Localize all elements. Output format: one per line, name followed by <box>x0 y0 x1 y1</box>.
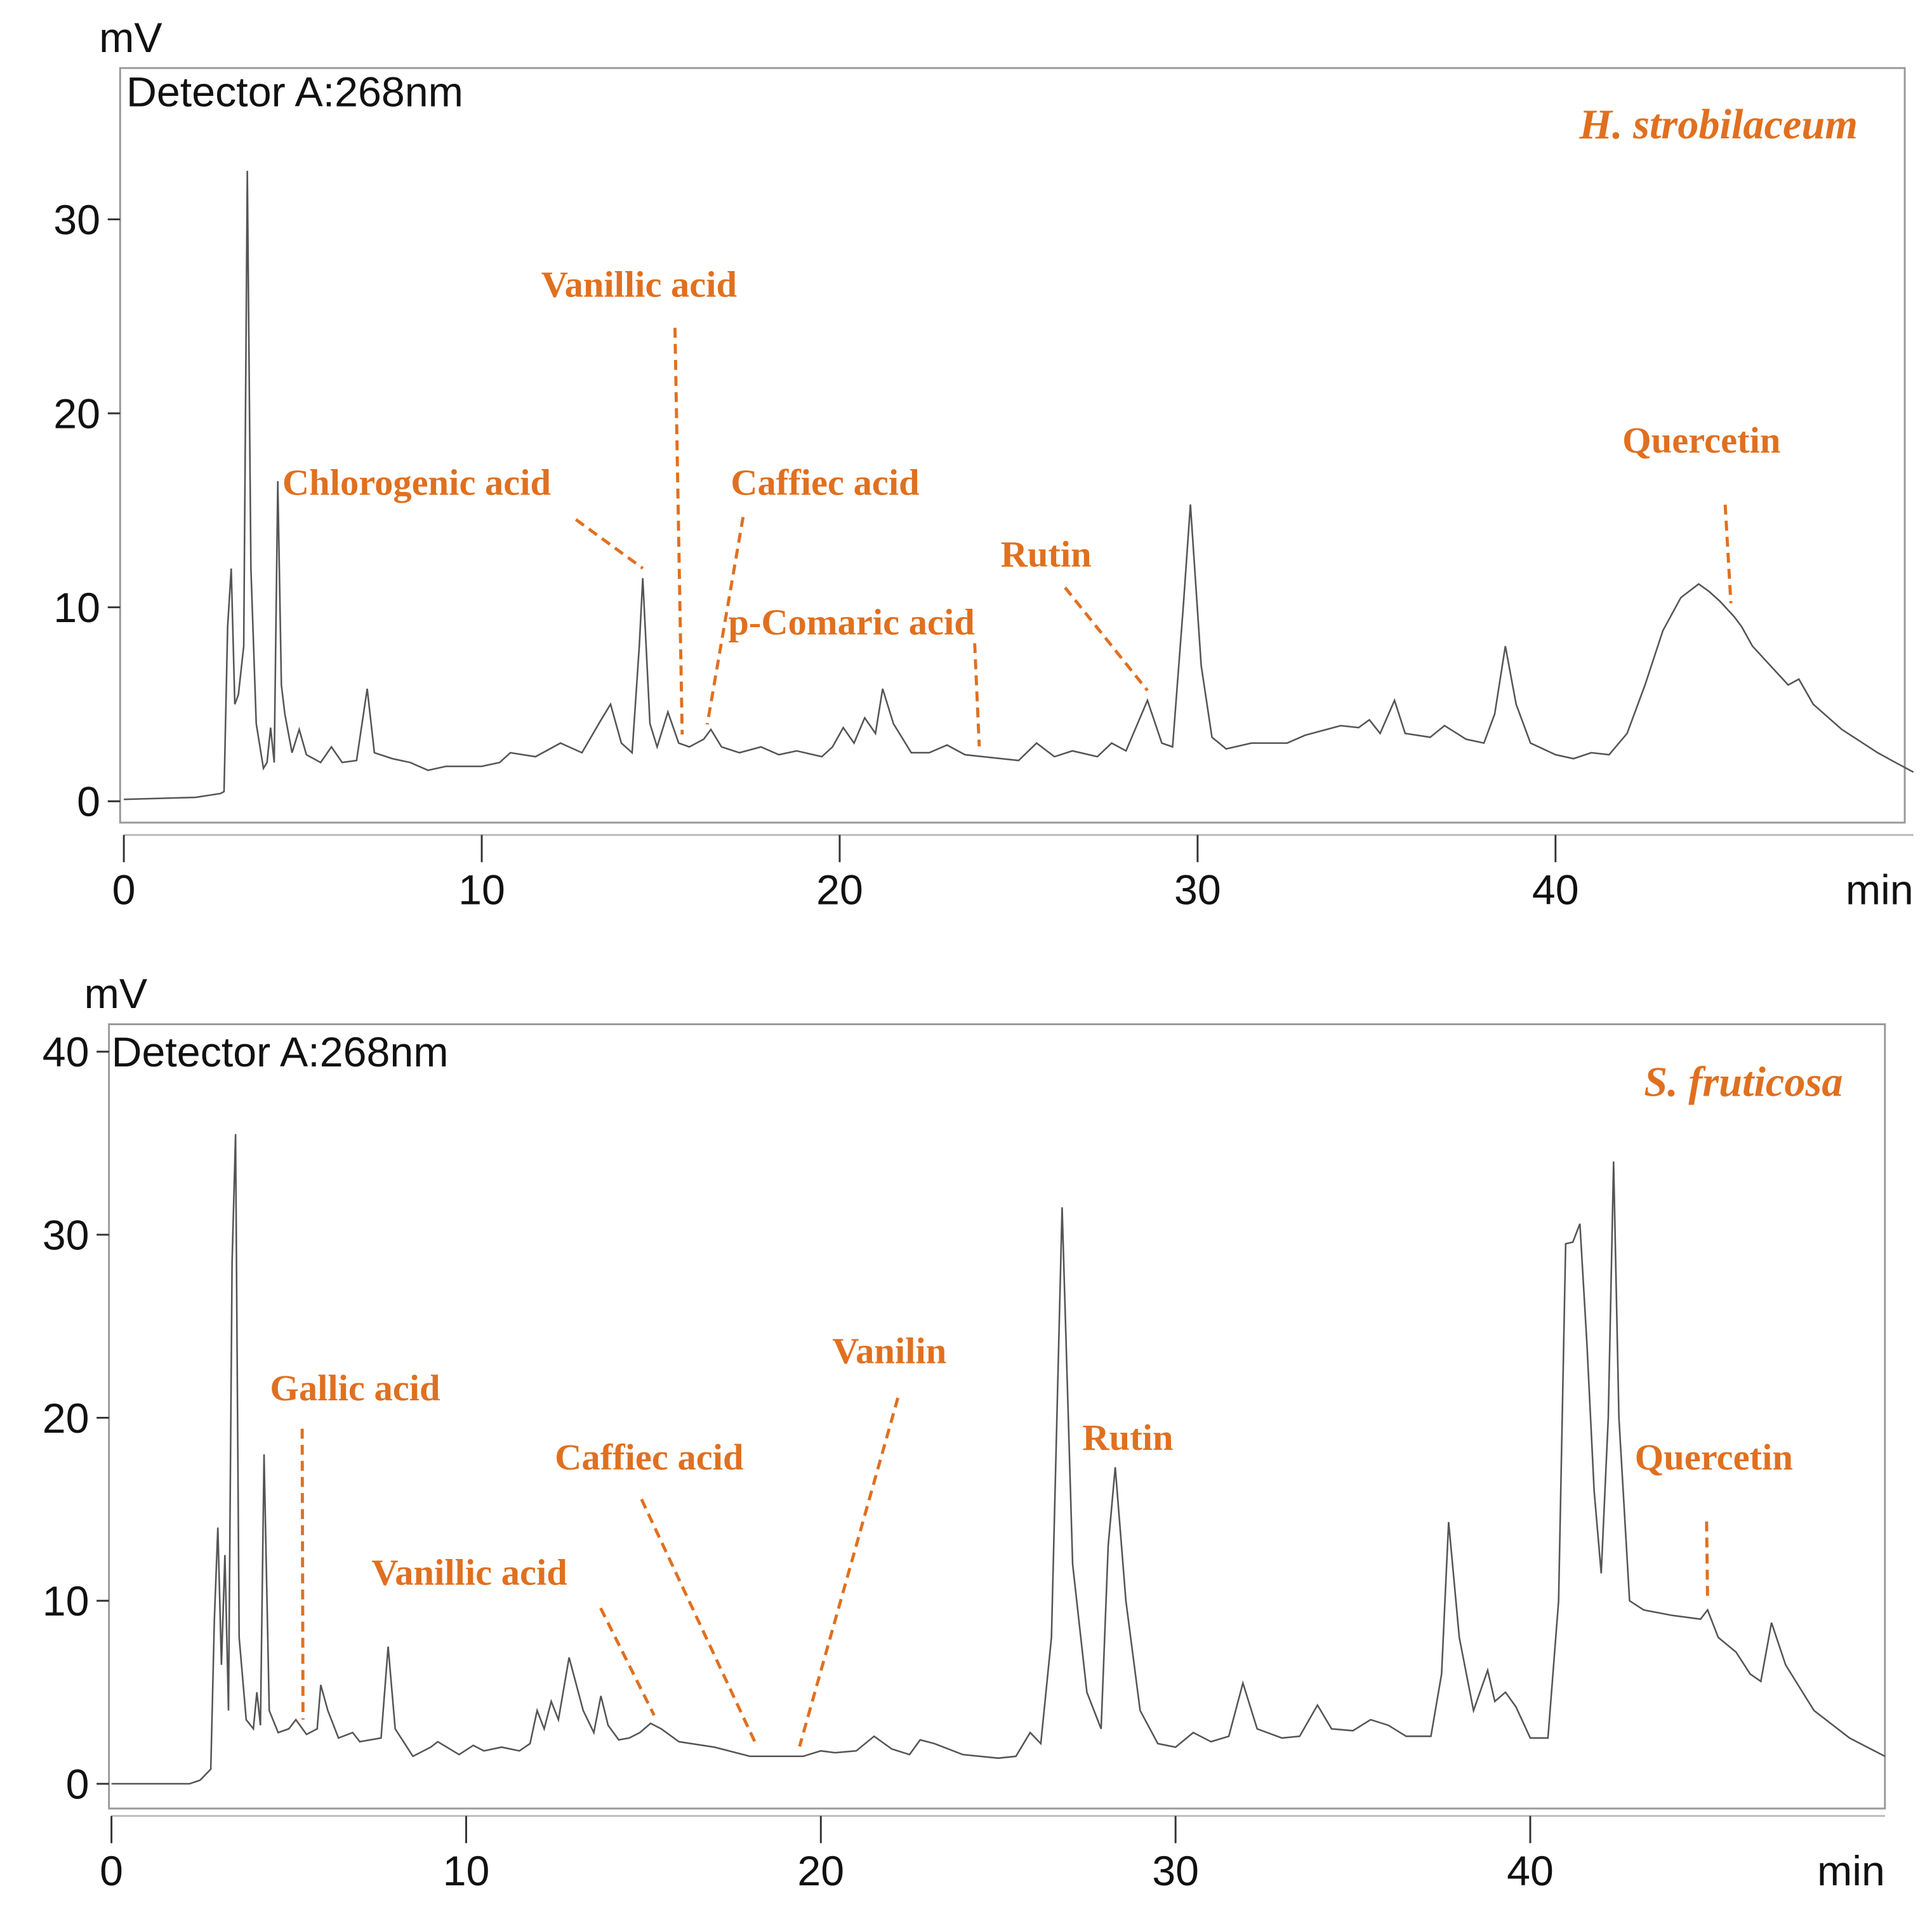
y-axis-label: mV <box>99 15 162 62</box>
x-axis-label: min <box>1817 1848 1885 1895</box>
plot-frame <box>119 67 1906 824</box>
y-tick-label: 10 <box>53 585 100 632</box>
detector-label: Detector A:268nm <box>112 1029 449 1076</box>
peak-label: p-Comaric acid <box>728 602 974 643</box>
peak-leader <box>673 328 684 735</box>
chromatogram-trace <box>124 171 1914 800</box>
peak-leader <box>705 517 745 725</box>
x-axis-label: min <box>1846 867 1914 914</box>
x-tick-label: 30 <box>1174 867 1221 914</box>
chart-title: S. fruticosa <box>1644 1059 1843 1106</box>
y-tick-label: 10 <box>43 1578 89 1625</box>
peak-label: Vanilin <box>832 1331 946 1372</box>
peak-label: Caffiec acid <box>731 462 919 503</box>
peak-label: Gallic acid <box>270 1367 440 1409</box>
x-tick-label: 40 <box>1507 1848 1554 1895</box>
peak-label: Rutin <box>1001 534 1092 575</box>
peak-leader <box>973 643 981 747</box>
y-tick-label: 0 <box>77 779 100 826</box>
chromatogram-trace <box>111 1134 1886 1785</box>
peak-leader <box>574 518 644 570</box>
y-tick-label: 30 <box>43 1212 89 1259</box>
peak-label: Caffiec acid <box>555 1437 743 1478</box>
peak-leader <box>1064 587 1149 692</box>
plot-frame <box>108 1023 1886 1810</box>
x-tick-label: 40 <box>1532 867 1579 914</box>
x-tick-label: 0 <box>100 1848 123 1895</box>
y-tick-label: 0 <box>66 1762 89 1809</box>
peak-label: Rutin <box>1082 1417 1173 1458</box>
y-tick-label: 20 <box>53 391 100 438</box>
y-tick-label: 40 <box>43 1029 89 1076</box>
peak-leader <box>599 1607 656 1716</box>
chart-title: H. strobilaceum <box>1578 102 1858 148</box>
peak-leader <box>1723 504 1733 604</box>
peak-label: Vanillic acid <box>541 264 737 305</box>
x-tick-label: 10 <box>458 867 505 914</box>
peak-leader <box>1705 1521 1709 1600</box>
x-tick-label: 20 <box>797 1848 844 1895</box>
peak-label: Vanillic acid <box>371 1551 567 1593</box>
x-tick-label: 0 <box>112 867 136 914</box>
peak-label: Quercetin <box>1622 420 1780 461</box>
peak-leader <box>640 1498 758 1748</box>
y-tick-label: 30 <box>53 197 100 244</box>
x-tick-label: 30 <box>1152 1848 1199 1895</box>
peak-label: Chlorogenic acid <box>282 462 551 503</box>
peak-leader <box>798 1397 900 1747</box>
detector-label: Detector A:268nm <box>126 69 463 116</box>
peak-label: Quercetin <box>1635 1437 1793 1478</box>
y-tick-label: 20 <box>43 1395 89 1442</box>
y-axis-label: mV <box>84 971 147 1018</box>
x-tick-label: 20 <box>816 867 863 914</box>
peak-leader <box>300 1428 305 1720</box>
x-tick-label: 10 <box>443 1848 490 1895</box>
